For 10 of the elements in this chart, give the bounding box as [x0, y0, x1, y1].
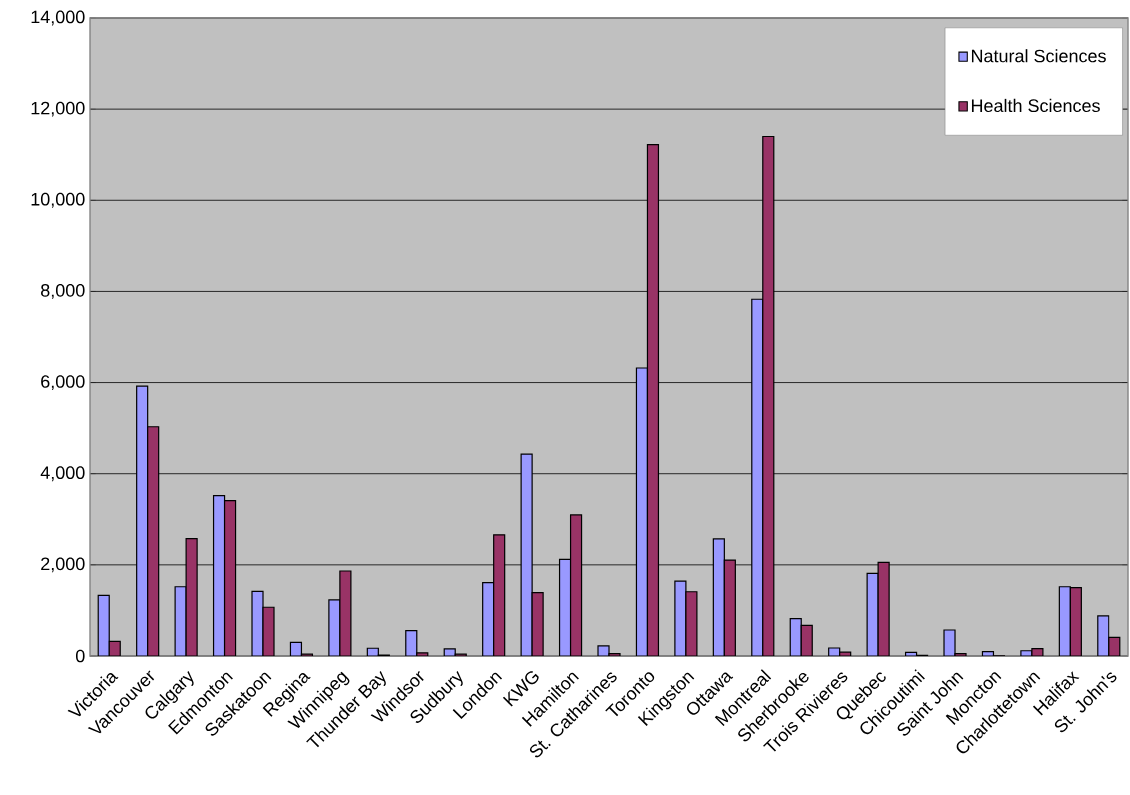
legend-label: Natural Sciences	[971, 49, 1106, 63]
y-tick-label: 2,000	[41, 557, 85, 573]
y-tick-label: 4,000	[40, 466, 85, 482]
y-tick-label: 14,000	[31, 10, 85, 26]
y-tick-label: 6,000	[41, 375, 85, 390]
y-tick-label: 0	[75, 649, 85, 663]
y-tick-label: 8,000	[41, 283, 85, 299]
legend-label: Health Sciences	[971, 98, 1100, 113]
y-tick-label: 10,000	[31, 192, 85, 208]
y-tick-label: 12,000	[31, 101, 85, 117]
